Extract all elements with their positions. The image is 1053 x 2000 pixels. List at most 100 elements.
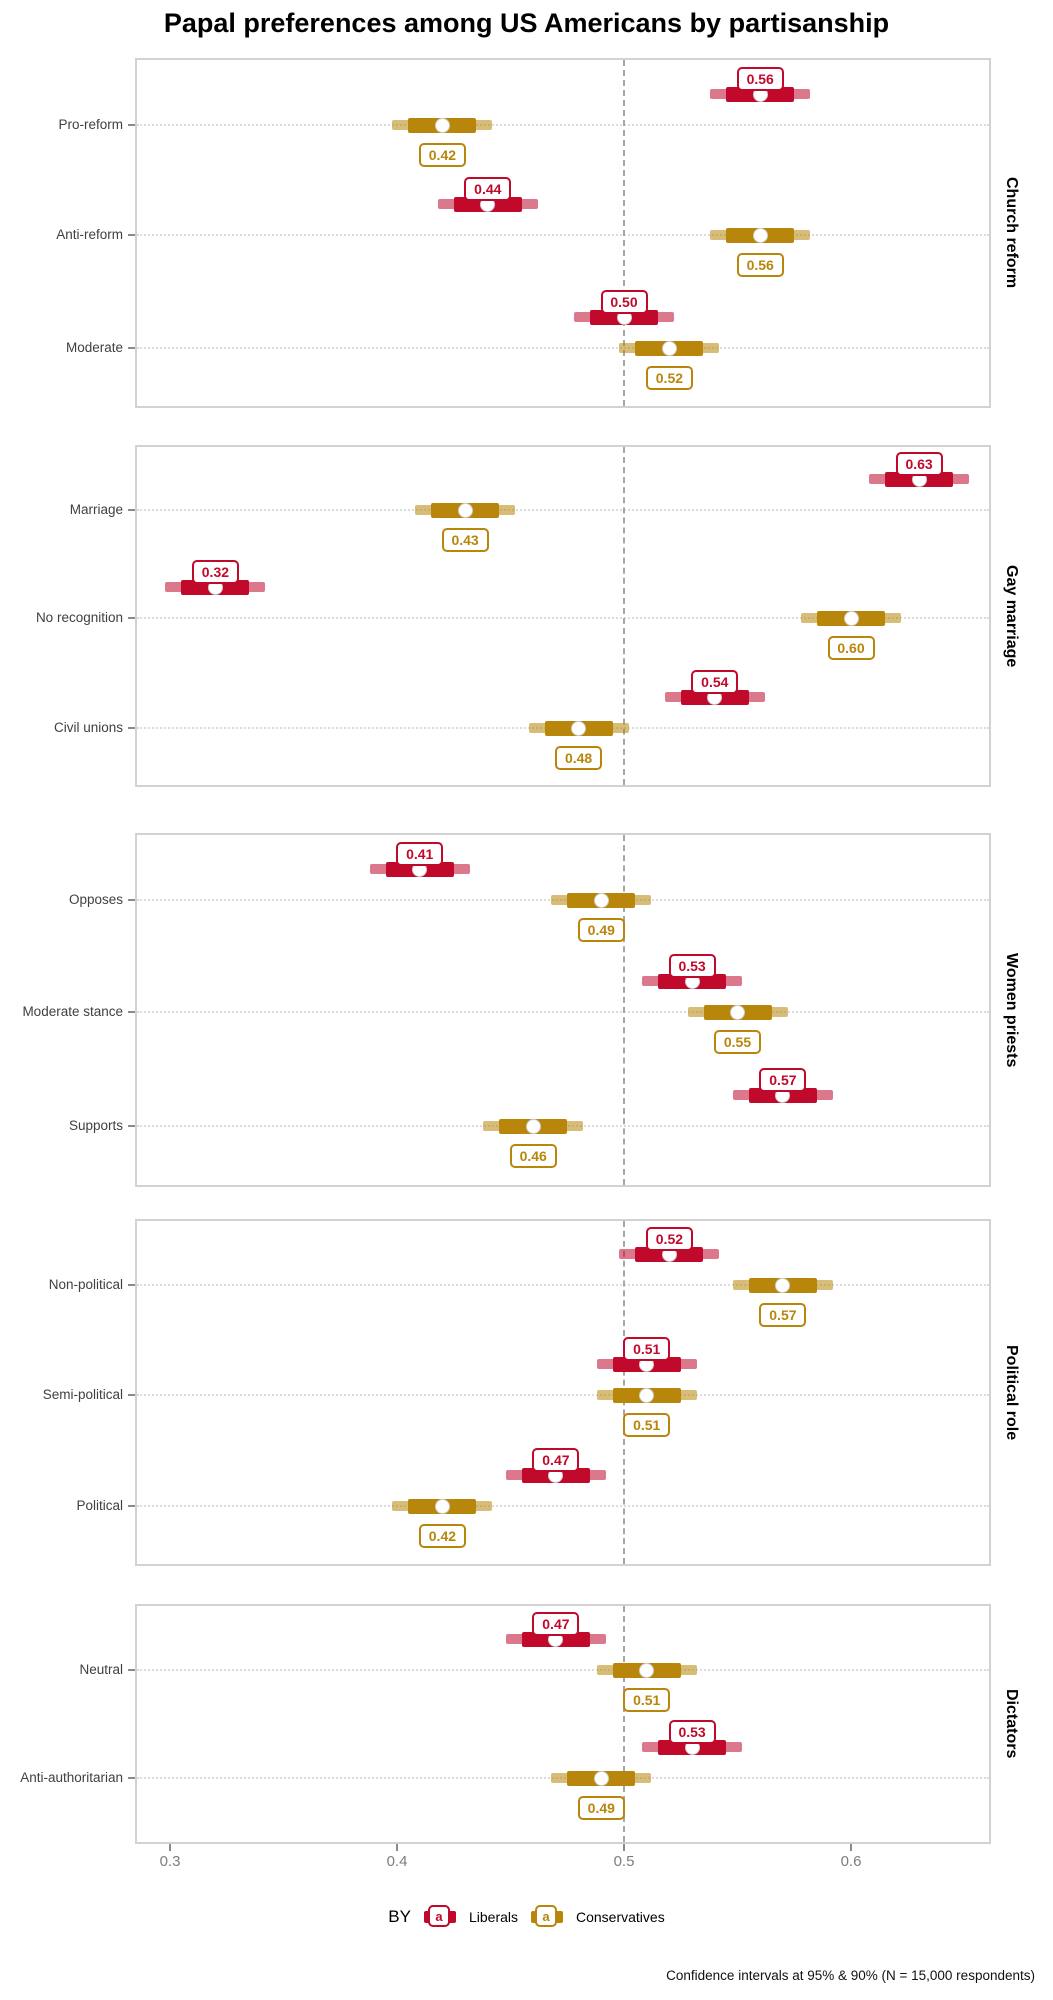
facet-strip-label: Dictators	[1003, 1689, 1020, 1759]
x-axis-label: 0.4	[386, 1853, 408, 1870]
y-axis-label: Civil unions	[53, 720, 123, 735]
y-axis-label: Semi-political	[42, 1387, 123, 1402]
legend-label-liberals: Liberals	[468, 1909, 518, 1925]
y-axis-tick	[128, 1777, 135, 1779]
legend-key-box: a	[535, 1905, 557, 1927]
y-axis-tick	[128, 124, 135, 126]
value-label: 0.47	[532, 1448, 580, 1472]
y-axis-tick	[128, 617, 135, 619]
y-axis-label: No recognition	[35, 610, 123, 625]
gridline	[137, 124, 989, 126]
y-axis-label: Marriage	[69, 502, 123, 517]
value-label: 0.42	[418, 1524, 466, 1548]
point-estimate-dot	[661, 340, 677, 356]
panel-2	[135, 833, 991, 1187]
caption: Confidence intervals at 95% & 90% (N = 1…	[666, 1968, 1035, 1983]
y-axis-tick	[128, 1011, 135, 1013]
y-axis-label: Pro-reform	[58, 117, 123, 132]
value-label: 0.41	[396, 842, 444, 866]
x-axis-label: 0.3	[159, 1853, 181, 1870]
y-axis-label: Supports	[68, 1118, 123, 1133]
y-axis-label: Anti-authoritarian	[20, 1770, 123, 1785]
y-axis-tick	[128, 234, 135, 236]
y-axis-label: Anti-reform	[56, 227, 123, 242]
y-axis-label: Moderate stance	[22, 1004, 123, 1019]
gridline	[137, 1505, 989, 1507]
value-label: 0.49	[577, 1796, 625, 1820]
reference-line-0-5	[623, 1606, 625, 1842]
value-label: 0.52	[645, 1227, 693, 1251]
point-estimate-dot	[525, 1118, 541, 1134]
legend-prefix: BY	[388, 1907, 411, 1926]
y-axis-tick	[128, 899, 135, 901]
value-label: 0.53	[668, 1720, 716, 1744]
gridline	[137, 1669, 989, 1671]
y-axis-label: Opposes	[68, 892, 123, 907]
value-label: 0.57	[759, 1303, 807, 1327]
x-axis-label: 0.6	[840, 1853, 862, 1870]
gridline	[137, 617, 989, 619]
x-axis-tick	[169, 1844, 171, 1851]
point-estimate-dot	[775, 1277, 791, 1293]
y-axis-tick	[128, 1284, 135, 1286]
point-estimate-dot	[571, 720, 587, 736]
gridline	[137, 509, 989, 511]
chart-title: Papal preferences among US Americans by …	[163, 8, 890, 38]
gridline	[137, 347, 989, 349]
point-estimate-dot	[730, 1004, 745, 1020]
value-label: 0.46	[509, 1144, 557, 1168]
value-label: 0.50	[600, 290, 648, 314]
x-axis-tick	[396, 1844, 398, 1851]
value-label: 0.51	[623, 1337, 671, 1361]
panel-3	[135, 1219, 991, 1566]
value-label: 0.52	[645, 366, 693, 390]
y-axis-tick	[128, 509, 135, 511]
value-label: 0.49	[577, 918, 625, 942]
x-axis-label: 0.5	[613, 1853, 635, 1870]
facet-strip-label: Gay marriage	[1003, 564, 1020, 668]
value-label: 0.51	[623, 1688, 671, 1712]
point-estimate-dot	[434, 117, 450, 133]
value-label: 0.44	[464, 177, 512, 201]
y-axis-tick	[128, 727, 135, 729]
y-axis-label: Neutral	[79, 1662, 123, 1677]
value-label: 0.47	[532, 1612, 580, 1636]
point-estimate-dot	[434, 1498, 450, 1514]
point-estimate-dot	[639, 1662, 655, 1678]
y-axis-tick	[128, 1505, 135, 1507]
gridline	[137, 1011, 989, 1013]
reference-line-0-5	[623, 447, 625, 785]
y-axis-tick	[128, 347, 135, 349]
value-label: 0.43	[441, 528, 489, 552]
reference-line-0-5	[623, 60, 625, 406]
point-estimate-dot	[752, 227, 768, 243]
value-label: 0.53	[668, 954, 716, 978]
value-label: 0.48	[555, 746, 603, 770]
legend: BY a Liberals a Conservatives	[0, 1903, 1053, 1931]
legend-label-conservatives: Conservatives	[576, 1909, 665, 1925]
y-axis-tick	[128, 1394, 135, 1396]
value-label: 0.60	[827, 636, 875, 660]
value-label: 0.63	[895, 452, 943, 476]
panel-0	[135, 58, 991, 408]
legend-key-conservatives-icon: a	[531, 1905, 563, 1929]
value-label: 0.54	[691, 670, 739, 694]
y-axis-label: Political	[76, 1498, 123, 1513]
legend-key-liberals-icon: a	[423, 1905, 456, 1929]
value-label: 0.55	[714, 1030, 761, 1054]
value-label: 0.32	[191, 560, 239, 584]
value-label: 0.57	[759, 1068, 807, 1092]
facet-strip-label: Women priests	[1003, 952, 1020, 1068]
legend-key-box: a	[427, 1905, 450, 1927]
x-axis-tick	[850, 1844, 852, 1851]
y-axis-tick	[128, 1669, 135, 1671]
gridline	[137, 1394, 989, 1396]
facet-strip-label: Church reform	[1003, 177, 1020, 289]
point-estimate-dot	[593, 1770, 609, 1786]
gridline	[137, 1284, 989, 1286]
point-estimate-dot	[593, 892, 609, 908]
facet-strip-label: Political role	[1003, 1344, 1020, 1441]
value-label: 0.51	[623, 1413, 671, 1437]
x-axis-tick	[623, 1844, 625, 1851]
